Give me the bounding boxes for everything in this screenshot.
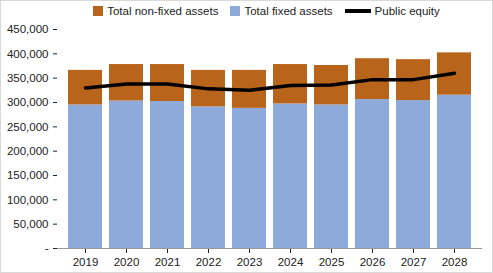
svg-text:2020: 2020 (114, 256, 140, 268)
svg-text:350,000: 350,000 (7, 72, 49, 84)
svg-text:2025: 2025 (319, 256, 345, 268)
svg-text:2019: 2019 (73, 256, 99, 268)
svg-text:2028: 2028 (442, 256, 468, 268)
svg-text:-: - (45, 242, 49, 254)
svg-text:2027: 2027 (401, 256, 427, 268)
svg-text:2026: 2026 (360, 256, 386, 268)
svg-text:300,000: 300,000 (7, 96, 49, 108)
svg-text:450,000: 450,000 (7, 23, 49, 35)
svg-text:2021: 2021 (155, 256, 181, 268)
svg-text:250,000: 250,000 (7, 121, 49, 133)
svg-text:2023: 2023 (237, 256, 263, 268)
svg-text:2022: 2022 (196, 256, 222, 268)
html-text:Total fixed assets: Total fixed assets (244, 5, 333, 17)
svg-text:2024: 2024 (278, 256, 304, 268)
html-text:Public equity: Public equity (374, 5, 440, 17)
html-text:Total non-fixed assets: Total non-fixed assets (107, 5, 219, 17)
svg-text:150,000: 150,000 (7, 169, 49, 181)
svg-text:100,000: 100,000 (7, 194, 49, 206)
svg-text:400,000: 400,000 (7, 48, 49, 60)
svg-text:200,000: 200,000 (7, 145, 49, 157)
svg-text:50,000: 50,000 (13, 218, 48, 230)
